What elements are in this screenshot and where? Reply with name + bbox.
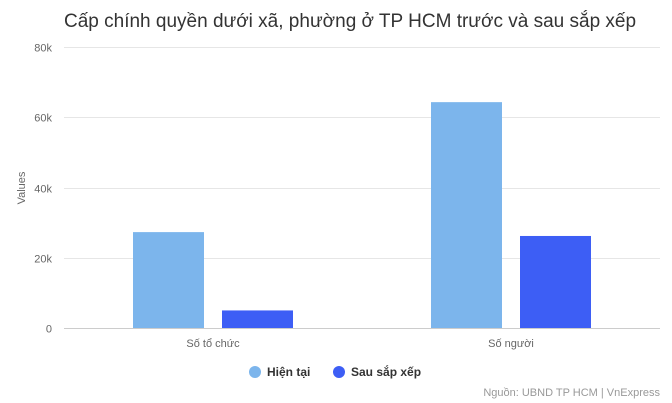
y-tick-label: 60k xyxy=(34,113,52,125)
bar[interactable] xyxy=(133,232,204,328)
x-tick-label: Số người xyxy=(488,338,534,350)
y-tick-label: 0 xyxy=(46,324,52,336)
bars xyxy=(133,102,591,329)
y-axis-ticks: 0 20k 40k 60k 80k xyxy=(34,43,52,336)
bar[interactable] xyxy=(520,235,591,328)
legend-label[interactable]: Hiện tại xyxy=(267,365,310,379)
y-axis-title: Values xyxy=(16,171,28,204)
y-tick-label: 20k xyxy=(34,254,52,266)
bar[interactable] xyxy=(431,102,502,329)
x-tick-label: Số tổ chức xyxy=(186,338,240,350)
source-credit: Nguồn: UBND TP HCM | VnExpress xyxy=(483,387,660,399)
y-tick-label: 40k xyxy=(34,184,52,196)
chart-title: Cấp chính quyền dưới xã, phường ở TP HCM… xyxy=(64,10,636,32)
legend[interactable]: Hiện tại Sau sắp xếp xyxy=(249,364,421,379)
x-axis-ticks: Số tổ chức Số người xyxy=(186,338,534,350)
legend-marker[interactable] xyxy=(249,366,261,378)
gridlines xyxy=(64,47,660,259)
legend-label[interactable]: Sau sắp xếp xyxy=(351,364,421,379)
legend-marker[interactable] xyxy=(333,366,345,378)
bar[interactable] xyxy=(222,310,293,328)
y-tick-label: 80k xyxy=(34,43,52,55)
